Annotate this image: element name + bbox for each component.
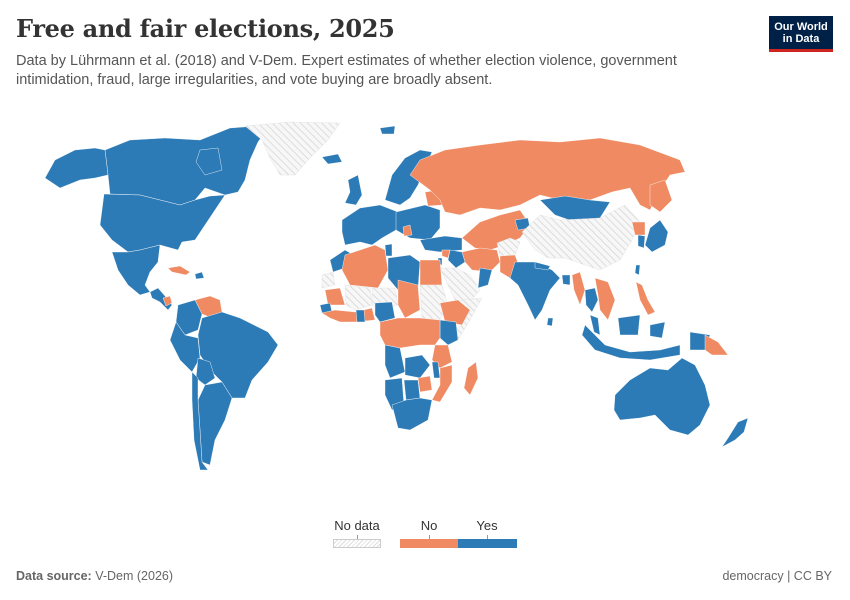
country-mozambique[interactable] — [431, 364, 453, 403]
country-western-europe[interactable] — [341, 204, 399, 246]
legend-label-no-data: No data — [334, 518, 380, 533]
country-central-asia[interactable] — [461, 209, 531, 251]
country-philippines[interactable] — [635, 281, 656, 316]
country-canada[interactable] — [104, 124, 271, 206]
chart-subtitle: Data by Lührmann et al. (2018) and V-Dem… — [16, 53, 677, 88]
country-western-sahara[interactable] — [321, 271, 336, 289]
country-ghana[interactable] — [355, 309, 366, 323]
country-nigeria[interactable] — [374, 301, 396, 323]
country-turkey[interactable] — [419, 235, 463, 253]
legend-swatch-yes[interactable] — [458, 539, 517, 548]
country-chad[interactable] — [397, 279, 421, 319]
world-map — [44, 121, 749, 471]
data-source: Data source: V-Dem (2026) — [16, 569, 173, 583]
country-sri-lanka[interactable] — [546, 317, 554, 327]
country-madagascar[interactable] — [463, 361, 479, 396]
country-iceland[interactable] — [321, 153, 343, 165]
country-nepal[interactable] — [534, 261, 551, 271]
country-south-africa[interactable] — [391, 397, 433, 431]
country-greenland[interactable] — [244, 121, 341, 176]
country-zambia[interactable] — [404, 354, 431, 379]
country-south-korea[interactable] — [637, 234, 646, 249]
country-indochina[interactable] — [594, 277, 616, 321]
legend-label-yes: Yes — [476, 518, 498, 533]
country-united-kingdom[interactable] — [344, 174, 363, 206]
country-egypt[interactable] — [419, 259, 443, 286]
country-kenya[interactable] — [439, 319, 459, 346]
country-angola[interactable] — [384, 344, 406, 379]
country-alaska-united-states[interactable] — [44, 147, 109, 189]
legend-label-no: No — [420, 518, 438, 533]
legend-tick-no-data — [357, 535, 358, 539]
legend-tick-no — [429, 535, 430, 539]
country-brazil[interactable] — [197, 311, 279, 399]
country-syria[interactable] — [441, 249, 451, 259]
logo-line-2: in Data — [782, 32, 820, 45]
country-thailand[interactable] — [584, 287, 599, 313]
country-taiwan[interactable] — [634, 264, 641, 276]
legend: No data No Yes — [325, 518, 535, 558]
country-cuba[interactable] — [167, 265, 191, 276]
country-iraq[interactable] — [447, 249, 466, 269]
country-north-korea[interactable] — [631, 221, 646, 236]
country-afghanistan[interactable] — [496, 237, 521, 257]
country-mali[interactable] — [344, 284, 373, 311]
country-oman[interactable] — [477, 267, 493, 289]
country-iran[interactable] — [461, 247, 501, 273]
country-russia[interactable] — [409, 137, 686, 216]
country-bangladesh[interactable] — [561, 274, 571, 286]
country-united-states[interactable] — [99, 193, 226, 253]
country-chukotka-russia[interactable] — [649, 179, 673, 213]
legend-tick-yes — [487, 535, 488, 539]
country-saudi-arabia[interactable] — [439, 267, 481, 303]
country-algeria[interactable] — [341, 244, 389, 289]
country-dominican-republic[interactable] — [194, 271, 205, 280]
country-bolivia[interactable] — [195, 357, 216, 386]
country-indonesia[interactable] — [581, 314, 711, 361]
country-tunisia[interactable] — [384, 243, 393, 257]
logo-line-1: Our World — [774, 20, 828, 33]
country-new-zealand[interactable] — [721, 417, 749, 448]
country-papua-new-guinea[interactable] — [704, 334, 729, 356]
legend-swatch-no[interactable] — [400, 539, 458, 548]
country-mexico[interactable] — [111, 244, 161, 296]
country-china[interactable] — [521, 204, 641, 271]
country-australia[interactable] — [613, 357, 711, 436]
data-source-link[interactable]: V-Dem (2026) — [95, 569, 174, 583]
country-malaysia[interactable] — [589, 314, 601, 336]
chart-title: Free and fair elections, 2025 — [16, 14, 395, 43]
country-japan[interactable] — [644, 219, 669, 253]
country-zimbabwe[interactable] — [417, 375, 433, 393]
license-info[interactable]: democracy | CC BY — [722, 569, 832, 583]
country-india[interactable] — [509, 261, 561, 321]
country-nicaragua[interactable] — [162, 295, 173, 307]
country-central-africa[interactable] — [379, 317, 441, 349]
country-chile[interactable] — [191, 371, 209, 471]
country-serbia[interactable] — [402, 224, 413, 237]
country-myanmar[interactable] — [571, 271, 586, 306]
country-mauritania[interactable] — [324, 287, 346, 306]
data-source-label: Data source: — [16, 569, 92, 583]
country-botswana[interactable] — [403, 379, 421, 401]
country-svalbard[interactable] — [379, 125, 396, 135]
country-argentina[interactable] — [197, 381, 233, 466]
legend-swatch-no-data[interactable] — [333, 539, 381, 548]
owid-logo[interactable]: Our World in Data — [769, 16, 833, 52]
country-peru[interactable] — [169, 321, 201, 373]
country-mongolia[interactable] — [539, 195, 611, 223]
country-eastern-europe[interactable] — [395, 204, 441, 241]
